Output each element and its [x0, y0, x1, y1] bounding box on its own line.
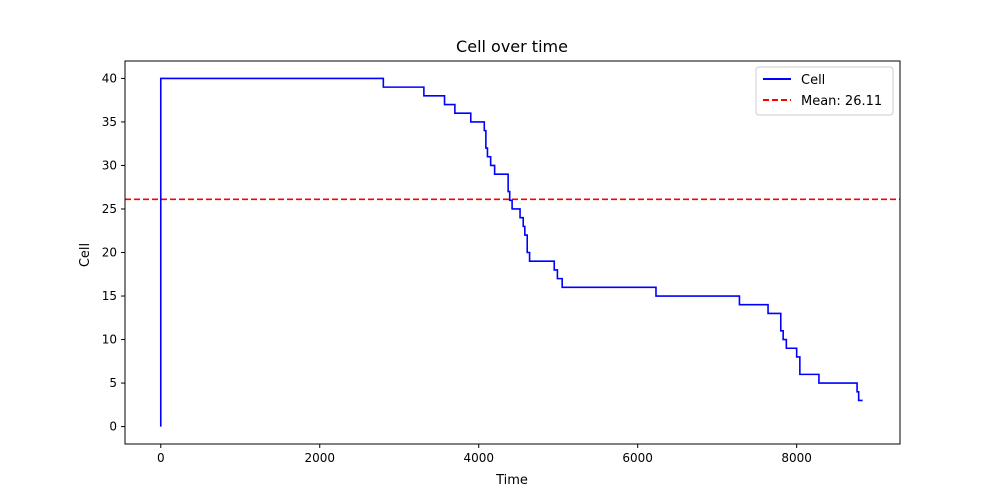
y-tick-label: 20	[102, 246, 117, 260]
x-tick-label: 0	[157, 451, 165, 465]
y-tick-label: 35	[102, 115, 117, 129]
legend-label-cell: Cell	[801, 73, 825, 88]
series-line-cell	[159, 77, 863, 427]
x-tick-label: 6000	[622, 451, 653, 465]
y-tick-label: 40	[102, 71, 117, 85]
y-axis-label: Cell	[78, 243, 93, 267]
y-tick-label: 15	[102, 289, 117, 303]
chart-title: Cell over time	[456, 37, 568, 56]
y-tick-label: 25	[102, 202, 117, 216]
y-tick-label: 10	[102, 333, 117, 347]
y-tick-label: 30	[102, 158, 117, 172]
y-tick-label: 0	[109, 420, 117, 434]
x-axis-ticks: 0 2000 4000 6000 8000	[157, 444, 812, 465]
x-tick-label: 8000	[781, 451, 812, 465]
x-tick-label: 2000	[304, 451, 335, 465]
y-tick-label: 5	[109, 376, 117, 390]
plot-area	[125, 77, 900, 427]
legend: Cell Mean: 26.11	[755, 66, 894, 116]
legend-label-mean: Mean: 26.11	[801, 94, 882, 109]
y-axis-ticks: 0 5 10 15 20 25 30 35 40	[102, 71, 125, 434]
x-axis-label: Time	[495, 473, 528, 488]
x-tick-label: 4000	[463, 451, 494, 465]
